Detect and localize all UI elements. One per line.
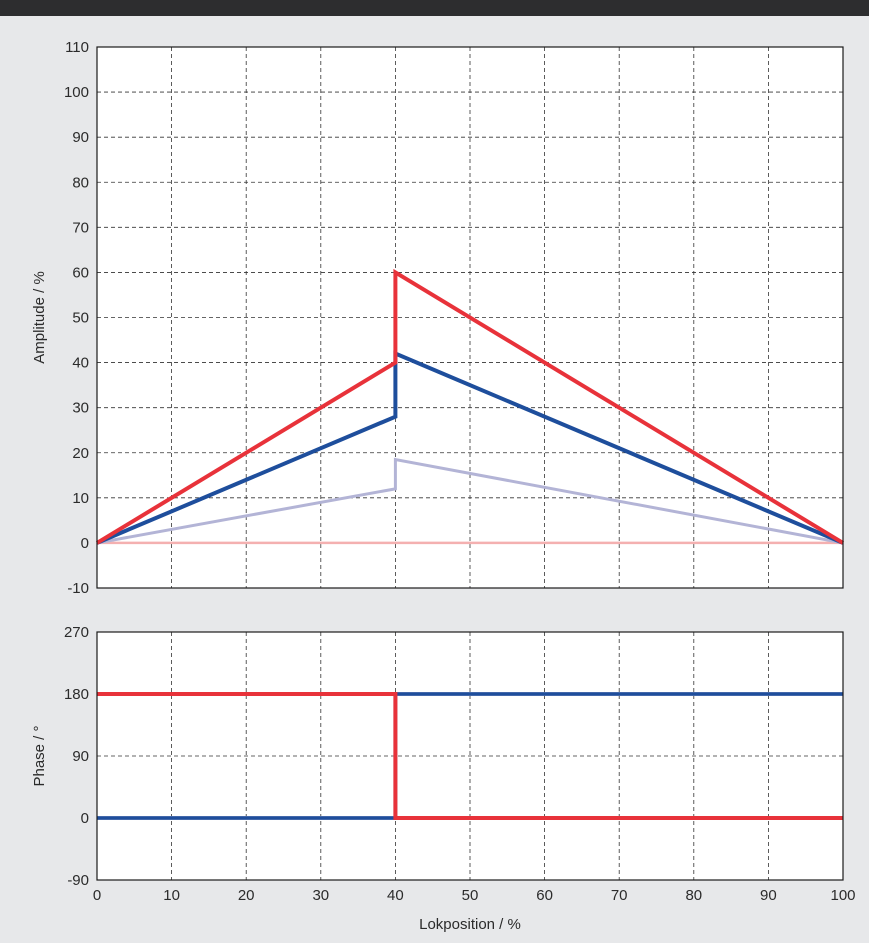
amplitude-y-tick-label: 40 bbox=[72, 355, 89, 372]
x-tick-label: 10 bbox=[163, 887, 180, 904]
amplitude-y-tick-label: 90 bbox=[72, 129, 89, 146]
phase-series-line bbox=[97, 692, 843, 820]
amplitude-y-tick-label: 30 bbox=[72, 400, 89, 417]
phase-y-tick-label: 90 bbox=[72, 748, 89, 765]
x-tick-label: 20 bbox=[238, 887, 255, 904]
x-tick-label: 60 bbox=[536, 887, 553, 904]
amplitude-y-tick-label: 10 bbox=[72, 490, 89, 507]
phase-y-tick-label: -90 bbox=[67, 872, 89, 889]
amplitude-series-line bbox=[96, 350, 844, 545]
amplitude-y-tick-label: -10 bbox=[67, 580, 89, 597]
amplitude-panel: -10 0 10 20 30 40 50 60 70 80 90 100 110 Amplitude / … bbox=[31, 39, 845, 597]
amplitude-y-tick-label: 20 bbox=[72, 445, 89, 462]
amplitude-series-line bbox=[95, 268, 845, 545]
x-tick-label: 50 bbox=[462, 887, 479, 904]
amplitude-y-tick-label: 80 bbox=[72, 174, 89, 191]
x-tick-label: 40 bbox=[387, 887, 404, 904]
amplitude-y-axis-title: Amplitude / % bbox=[31, 271, 48, 364]
amplitude-y-tick-label: 70 bbox=[72, 219, 89, 236]
amplitude-y-tick-label: 0 bbox=[81, 535, 89, 552]
phase-y-axis-title: Phase / ° bbox=[31, 725, 48, 786]
amplitude-y-tick-label: 110 bbox=[65, 39, 89, 56]
x-axis-title: Lokposition / % bbox=[419, 916, 521, 933]
x-tick-label: 70 bbox=[611, 887, 628, 904]
amplitude-y-tick-label: 100 bbox=[64, 84, 89, 101]
amplitude-series-line bbox=[96, 457, 844, 545]
x-tick-label: 90 bbox=[760, 887, 777, 904]
phase-y-tick-label: 180 bbox=[64, 686, 89, 703]
top-bar bbox=[0, 0, 869, 16]
amplitude-frame bbox=[96, 46, 844, 589]
phase-frame bbox=[96, 631, 844, 881]
x-tick-label: 80 bbox=[685, 887, 702, 904]
phase-y-tick-label: 270 bbox=[64, 624, 89, 641]
phase-y-tick-label: 0 bbox=[81, 810, 89, 827]
x-tick-label: 100 bbox=[830, 887, 855, 904]
x-tick-label: 0 bbox=[93, 887, 101, 904]
amplitude-y-tick-label: 60 bbox=[72, 264, 89, 281]
x-tick-label: 30 bbox=[312, 887, 329, 904]
amplitude-y-tick-label: 50 bbox=[72, 310, 89, 327]
